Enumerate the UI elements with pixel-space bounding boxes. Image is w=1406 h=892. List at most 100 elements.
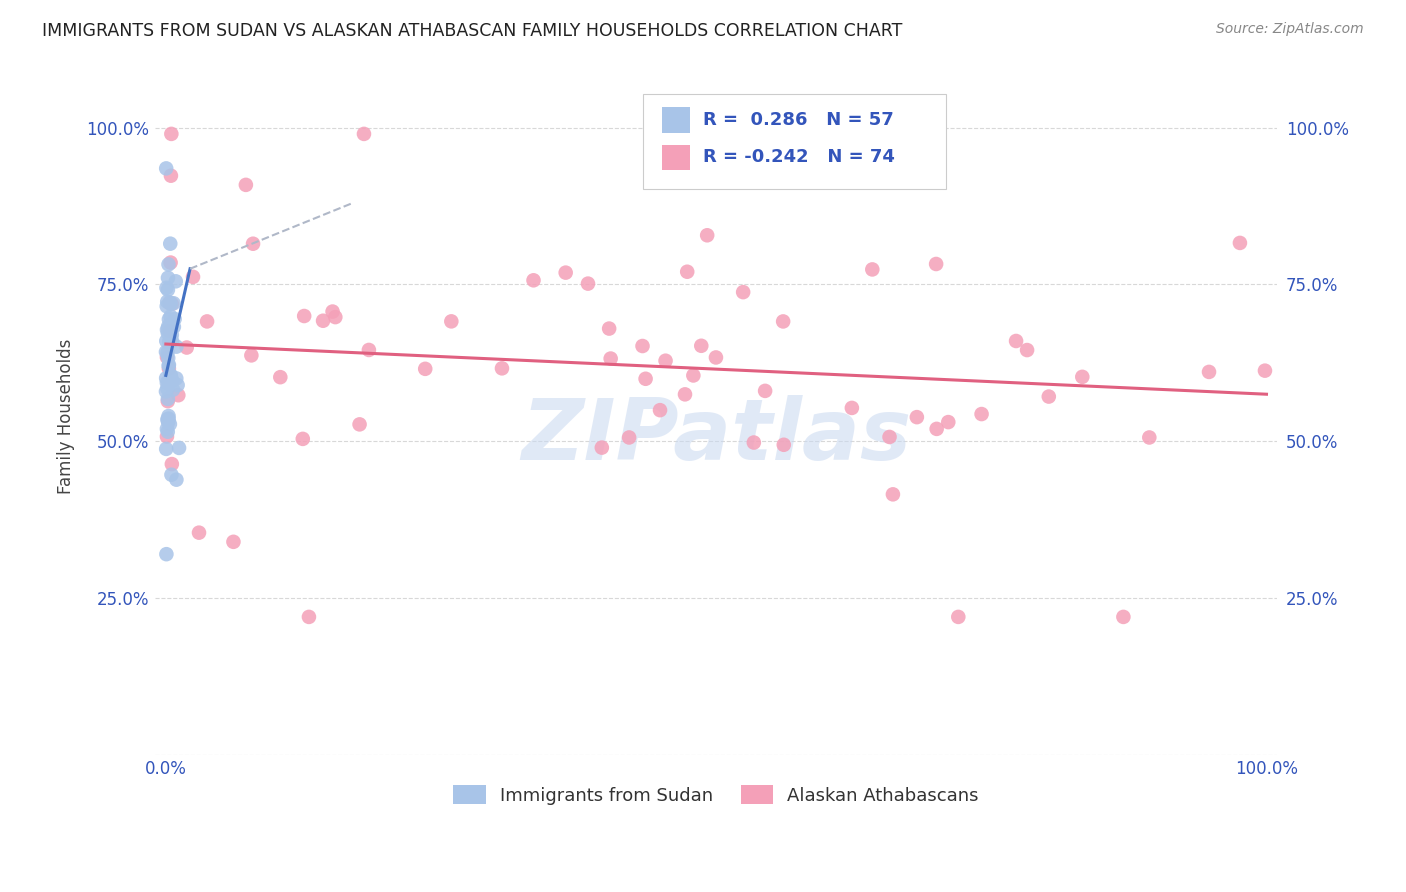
Point — [188, 525, 211, 540]
Point — [879, 430, 901, 444]
Point — [160, 467, 183, 482]
Point — [167, 441, 190, 455]
Point — [349, 417, 371, 432]
Point — [1112, 610, 1135, 624]
Point — [1071, 369, 1094, 384]
Point — [648, 403, 671, 417]
FancyBboxPatch shape — [643, 95, 946, 189]
Point — [1254, 364, 1277, 378]
Point — [157, 411, 180, 425]
Point — [160, 457, 183, 471]
Point — [159, 295, 181, 310]
Point — [841, 401, 863, 415]
Point — [155, 371, 177, 385]
Point — [322, 304, 344, 318]
Point — [156, 382, 179, 396]
Point — [156, 425, 179, 439]
Point — [157, 319, 180, 334]
Point — [654, 353, 676, 368]
Point — [159, 236, 181, 251]
Point — [676, 265, 699, 279]
Point — [353, 127, 375, 141]
Point — [682, 368, 704, 383]
Point — [155, 345, 177, 359]
FancyBboxPatch shape — [662, 145, 690, 170]
Point — [155, 334, 177, 348]
Point — [157, 358, 180, 372]
Point — [291, 432, 314, 446]
Point — [1229, 235, 1251, 250]
Point — [157, 312, 180, 326]
Point — [599, 351, 621, 366]
Point — [631, 339, 654, 353]
Text: R = -0.242   N = 74: R = -0.242 N = 74 — [703, 148, 894, 167]
Point — [704, 351, 727, 365]
Point — [155, 442, 177, 456]
Point — [440, 314, 463, 328]
Point — [159, 255, 181, 269]
Point — [690, 339, 713, 353]
Legend: Immigrants from Sudan, Alaskan Athabascans: Immigrants from Sudan, Alaskan Athabasca… — [444, 776, 988, 814]
Point — [1005, 334, 1028, 348]
Point — [181, 269, 204, 284]
Point — [925, 257, 948, 271]
Point — [176, 341, 198, 355]
Point — [159, 296, 181, 310]
Point — [160, 127, 183, 141]
Point — [1038, 390, 1060, 404]
Point — [157, 359, 180, 373]
Point — [1198, 365, 1220, 379]
Point — [905, 410, 928, 425]
Point — [936, 415, 959, 429]
Point — [156, 326, 179, 341]
Point — [162, 383, 184, 397]
Point — [157, 257, 180, 271]
Point — [156, 392, 179, 406]
Point — [157, 323, 180, 337]
Point — [634, 372, 657, 386]
Point — [156, 299, 179, 313]
Point — [163, 312, 186, 326]
Point — [235, 178, 257, 192]
Point — [160, 297, 183, 311]
Point — [772, 438, 794, 452]
Point — [160, 327, 183, 342]
Point — [742, 435, 765, 450]
Point — [522, 273, 544, 287]
Point — [860, 262, 883, 277]
Point — [159, 417, 181, 431]
Point — [269, 370, 291, 384]
Point — [156, 429, 179, 443]
Point — [242, 236, 264, 251]
Point — [157, 320, 180, 334]
Point — [970, 407, 993, 421]
Point — [156, 345, 179, 359]
Point — [157, 334, 180, 349]
Point — [165, 340, 187, 354]
Point — [925, 422, 948, 436]
Point — [733, 285, 755, 300]
Point — [948, 610, 970, 624]
Point — [1015, 343, 1038, 357]
Point — [165, 371, 187, 385]
Point — [165, 473, 187, 487]
Point — [491, 361, 513, 376]
Text: Source: ZipAtlas.com: Source: ZipAtlas.com — [1216, 22, 1364, 37]
FancyBboxPatch shape — [662, 107, 690, 133]
Point — [167, 388, 190, 402]
Point — [157, 376, 180, 390]
Point — [696, 228, 718, 243]
Point — [157, 413, 180, 427]
Point — [591, 441, 613, 455]
Point — [160, 368, 183, 383]
Point — [157, 361, 180, 376]
Point — [155, 161, 177, 176]
Text: ZIPatlas: ZIPatlas — [522, 395, 911, 478]
Point — [292, 309, 315, 323]
Point — [159, 324, 181, 338]
Point — [882, 487, 904, 501]
Point — [754, 384, 776, 398]
Point — [617, 430, 640, 444]
Point — [157, 351, 180, 365]
Point — [157, 321, 180, 335]
